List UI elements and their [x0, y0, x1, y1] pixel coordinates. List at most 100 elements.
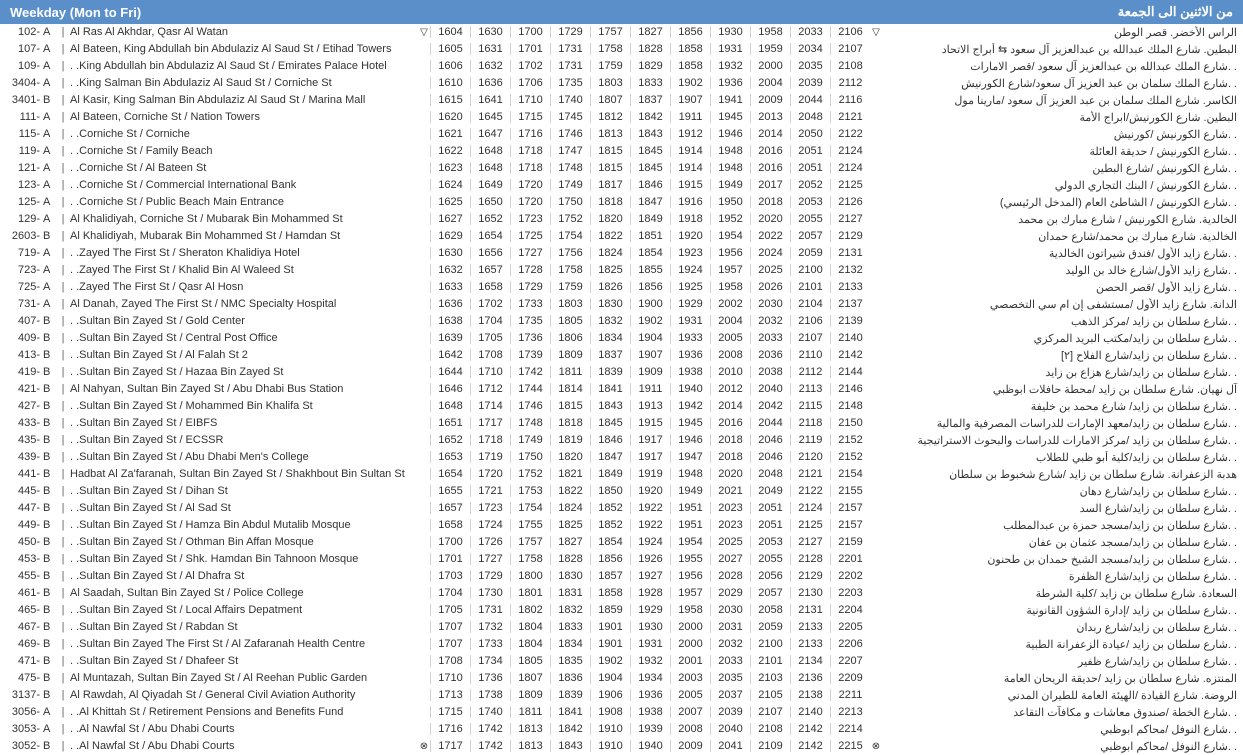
stop-code: 469-	[0, 638, 42, 650]
time-cell: 1720	[470, 468, 510, 480]
times-group: 1716174218131842191019392008204021082142…	[430, 723, 870, 735]
time-cell: 1927	[630, 570, 670, 582]
time-cell: 2057	[790, 230, 830, 242]
separator: |	[58, 723, 68, 735]
stop-side: B	[42, 315, 58, 327]
time-cell: 1909	[630, 366, 670, 378]
times-group: 1717174218131843191019402009204121092142…	[430, 740, 870, 752]
schedule-row: 435-B|. .Sultan Bin Zayed St / ECSSR1652…	[0, 432, 1243, 449]
time-cell: 1857	[590, 570, 630, 582]
time-cell: 1841	[550, 706, 590, 718]
times-group: 1624164917201749181718461915194920172052…	[430, 179, 870, 191]
times-group: 1651171717481818184519151945201620442118…	[430, 417, 870, 429]
time-cell: 2112	[790, 366, 830, 378]
time-cell: 1742	[510, 366, 550, 378]
time-cell: 1930	[630, 621, 670, 633]
stop-name-en: . .Al Nawfal St / Abu Dhabi Courts	[68, 723, 418, 735]
time-cell: 2108	[830, 60, 870, 72]
time-cell: 1843	[590, 400, 630, 412]
stop-code: 723-	[0, 264, 42, 276]
times-group: 1700172617571827185419241954202520532127…	[430, 536, 870, 548]
stop-name-en: Al Khalidiyah, Corniche St / Mubarak Bin…	[68, 213, 418, 225]
stop-name-ar: . .شارع الكورنيش /شارع البطين	[882, 162, 1243, 175]
separator: |	[58, 26, 68, 38]
stop-side: A	[42, 145, 58, 157]
time-cell: 1924	[630, 536, 670, 548]
time-cell: 2206	[830, 638, 870, 650]
time-cell: 1712	[470, 383, 510, 395]
stop-code: 3137-	[0, 689, 42, 701]
time-cell: 2020	[710, 468, 750, 480]
time-cell: 1813	[510, 740, 550, 752]
time-cell: 2101	[790, 281, 830, 293]
times-group: 1658172417551825185219221951202320512125…	[430, 519, 870, 531]
time-cell: 1845	[630, 145, 670, 157]
time-cell: 1956	[670, 570, 710, 582]
row-marker-right: ▽	[870, 27, 882, 38]
time-cell: 2038	[750, 366, 790, 378]
time-cell: 2000	[670, 638, 710, 650]
schedule-row: 449-B|. .Sultan Bin Zayed St / Hamza Bin…	[0, 517, 1243, 534]
stop-side: B	[42, 451, 58, 463]
stop-side: B	[42, 468, 58, 480]
time-cell: 1742	[470, 723, 510, 735]
time-cell: 1641	[470, 94, 510, 106]
time-cell: 2005	[710, 332, 750, 344]
time-cell: 1731	[470, 604, 510, 616]
time-cell: 1632	[430, 264, 470, 276]
time-cell: 1917	[630, 434, 670, 446]
time-cell: 1747	[550, 145, 590, 157]
times-group: 1704173018011831185819281957202920572130…	[430, 587, 870, 599]
stop-name-ar: . .شارع الكورنيش / حديقة العائلة	[882, 145, 1243, 158]
stop-side: A	[42, 26, 58, 38]
stop-code: 129-	[0, 213, 42, 225]
time-cell: 1802	[510, 604, 550, 616]
time-cell: 1822	[590, 230, 630, 242]
time-cell: 1815	[590, 162, 630, 174]
time-cell: 1958	[710, 281, 750, 293]
time-cell: 1803	[550, 298, 590, 310]
separator: |	[58, 60, 68, 72]
time-cell: 2126	[830, 196, 870, 208]
stop-name-en: . .Sultan Bin Zayed St / Dihan St	[68, 485, 418, 497]
times-group: 1708173418051835190219322001203321012134…	[430, 655, 870, 667]
time-cell: 1742	[470, 740, 510, 752]
stop-side: A	[42, 43, 58, 55]
time-cell: 1716	[510, 128, 550, 140]
time-cell: 1923	[670, 247, 710, 259]
time-cell: 2112	[830, 77, 870, 89]
stop-name-ar: . .شارع سلطان بن زايد/ شارع محمد بن خليف…	[882, 400, 1243, 413]
time-cell: 2001	[670, 655, 710, 667]
stop-name-en: Al Bateen, King Abdullah bin Abdulaziz A…	[68, 43, 418, 55]
time-cell: 2209	[830, 672, 870, 684]
time-cell: 2205	[830, 621, 870, 633]
time-cell: 2109	[750, 740, 790, 752]
stop-name-en: . .King Abdullah bin Abdulaziz Al Saud S…	[68, 60, 418, 72]
time-cell: 2139	[830, 315, 870, 327]
stop-code: 725-	[0, 281, 42, 293]
time-cell: 2004	[750, 77, 790, 89]
time-cell: 2007	[670, 706, 710, 718]
time-cell: 1912	[670, 128, 710, 140]
time-cell: 1723	[510, 213, 550, 225]
time-cell: 1837	[590, 349, 630, 361]
separator: |	[58, 247, 68, 259]
time-cell: 1910	[590, 723, 630, 735]
time-cell: 1941	[710, 94, 750, 106]
stop-side: A	[42, 179, 58, 191]
time-cell: 1718	[510, 145, 550, 157]
stop-code: 465-	[0, 604, 42, 616]
time-cell: 1948	[670, 468, 710, 480]
row-marker-right: ⊗	[870, 741, 882, 752]
separator: |	[58, 689, 68, 701]
stop-name-ar: . .شارع الملك عبدالله بن عبدالعزيز آل سع…	[882, 60, 1243, 73]
time-cell: 2022	[750, 230, 790, 242]
stop-name-ar: . .شارع سلطان بن زايد /مركز الامارات للد…	[882, 434, 1243, 447]
row-marker-left: ▽	[418, 27, 430, 38]
time-cell: 2023	[710, 519, 750, 531]
times-group: 1630165617271756182418541923195620242059…	[430, 247, 870, 259]
time-cell: 1708	[470, 349, 510, 361]
time-cell: 1630	[470, 26, 510, 38]
time-cell: 2030	[710, 604, 750, 616]
time-cell: 2116	[830, 94, 870, 106]
